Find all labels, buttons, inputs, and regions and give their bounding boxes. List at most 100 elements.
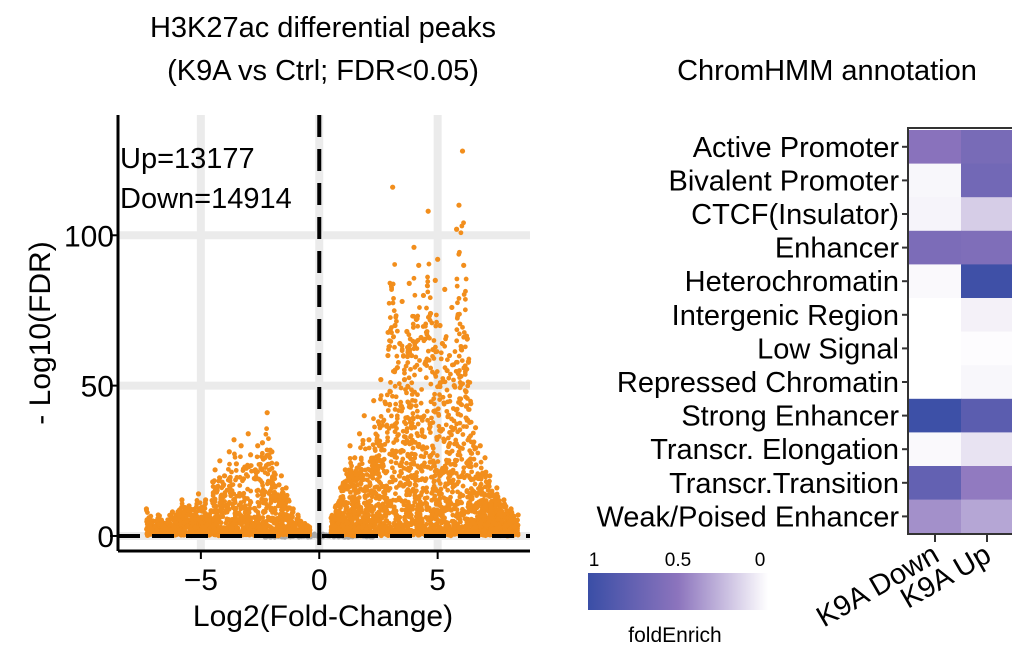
volcano-xtick-label: 5 — [429, 564, 446, 597]
volcano-point-up — [478, 481, 484, 487]
volcano-point-up — [362, 493, 368, 499]
volcano-point-down — [265, 481, 270, 487]
heatmap-frame — [907, 127, 1012, 535]
volcano-point-down — [229, 469, 234, 475]
volcano-point-up — [425, 208, 431, 214]
volcano-point-up — [433, 312, 439, 318]
volcano-point-up — [454, 481, 460, 487]
volcano-point-up — [465, 383, 471, 389]
volcano-point-up — [498, 513, 504, 519]
volcano-point-down — [274, 461, 280, 467]
volcano-point-down — [242, 510, 248, 516]
volcano-point-up — [450, 477, 456, 483]
volcano-point-up — [423, 375, 429, 381]
volcano-point-up — [423, 450, 429, 456]
volcano-point-up — [461, 262, 467, 268]
volcano-point-up — [407, 420, 413, 425]
volcano-point-up — [382, 513, 388, 519]
volcano-point-up — [444, 457, 449, 463]
volcano-point-up — [463, 404, 469, 409]
volcano-point-up — [488, 509, 494, 514]
volcano-point-up — [481, 509, 487, 515]
volcano-point-up — [396, 381, 402, 387]
volcano-point-up — [376, 509, 381, 515]
volcano-point-down — [216, 475, 222, 481]
volcano-point-up — [366, 512, 371, 518]
volcano-point-up — [442, 286, 448, 292]
volcano-point-up — [456, 296, 462, 301]
volcano-point-down — [144, 531, 150, 537]
heatmap-cell — [909, 331, 962, 366]
volcano-point-up — [454, 327, 460, 333]
volcano-point-up — [392, 469, 397, 475]
volcano-point-up — [392, 407, 398, 412]
volcano-point-up — [425, 274, 430, 280]
volcano-point-up — [396, 483, 402, 488]
volcano-point-up — [471, 489, 477, 495]
volcano-point-up — [346, 513, 351, 519]
volcano-point-up — [425, 348, 431, 354]
volcano-point-up — [348, 489, 353, 495]
volcano-point-down — [225, 466, 231, 472]
volcano-point-up — [463, 276, 469, 282]
volcano-point-up — [370, 459, 376, 465]
volcano-point-down — [233, 461, 239, 467]
volcano-point-up — [424, 495, 430, 501]
volcano-point-up — [410, 325, 416, 330]
volcano-point-down — [177, 527, 182, 533]
volcano-point-up — [471, 443, 476, 449]
volcano-point-up — [395, 433, 401, 439]
volcano-point-up — [478, 459, 484, 465]
volcano-point-up — [394, 353, 400, 359]
volcano-point-up — [443, 465, 449, 471]
volcano-point-up — [485, 488, 491, 493]
volcano-point-up — [406, 404, 412, 410]
volcano-point-down — [272, 476, 278, 482]
volcano-point-up — [390, 281, 396, 287]
volcano-point-up — [444, 408, 450, 414]
volcano-point-up — [467, 420, 472, 426]
volcano-point-up — [462, 307, 468, 313]
volcano-point-up — [408, 433, 414, 439]
volcano-point-up — [389, 285, 395, 291]
volcano-point-up — [427, 424, 433, 430]
volcano-point-up — [400, 439, 406, 445]
volcano-point-up — [378, 413, 384, 419]
volcano-point-down — [230, 505, 236, 511]
volcano-point-down — [171, 524, 177, 530]
legend-tick-label: 1 — [589, 550, 600, 571]
volcano-point-up — [410, 411, 416, 416]
volcano-point-up — [431, 525, 437, 531]
volcano-point-up — [454, 507, 460, 513]
volcano-point-up — [343, 478, 349, 484]
volcano-point-up — [372, 424, 377, 430]
volcano-point-up — [381, 456, 387, 462]
volcano-point-down — [289, 511, 295, 517]
volcano-point-up — [438, 350, 444, 356]
volcano-point-up — [432, 391, 437, 397]
volcano-point-down — [232, 511, 238, 517]
volcano-point-up — [362, 467, 368, 473]
volcano-point-up — [376, 530, 382, 536]
volcano-point-up — [483, 469, 489, 475]
volcano-point-down — [261, 510, 266, 516]
volcano-point-up — [459, 472, 465, 478]
volcano-point-up — [479, 513, 485, 518]
volcano-point-down — [221, 483, 226, 489]
volcano-point-up — [465, 358, 472, 365]
volcano-point-up — [494, 485, 500, 491]
volcano-point-up — [436, 411, 441, 417]
volcano-point-up — [458, 373, 464, 379]
heatmap-row-label: Enhancer — [775, 233, 899, 265]
volcano-point-up — [391, 296, 396, 301]
volcano-point-up — [402, 370, 407, 376]
volcano-point-down — [239, 504, 245, 510]
heatmap-cell — [909, 398, 962, 433]
volcano-point-up — [395, 360, 401, 365]
volcano-point-up — [449, 432, 454, 438]
volcano-point-up — [448, 371, 453, 377]
volcano-point-down — [186, 503, 192, 509]
volcano-point-up — [385, 352, 391, 359]
volcano-point-up — [451, 418, 457, 424]
volcano-ytick-label: 50 — [81, 371, 114, 404]
